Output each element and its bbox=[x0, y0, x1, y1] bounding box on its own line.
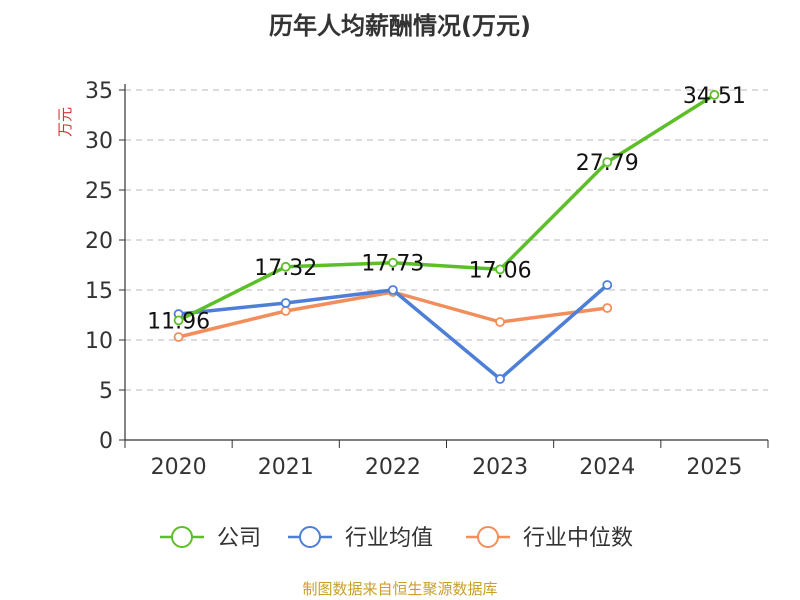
y-tick-label: 30 bbox=[85, 129, 113, 154]
data-label: 17.32 bbox=[254, 256, 317, 281]
x-tick-label: 2022 bbox=[365, 455, 421, 480]
legend-label: 公司 bbox=[217, 526, 261, 551]
legend-marker bbox=[299, 526, 321, 548]
y-tick-label: 25 bbox=[85, 179, 113, 204]
data-point bbox=[173, 332, 184, 342]
y-axis-label: 万元 bbox=[56, 107, 74, 137]
y-tick-label: 10 bbox=[85, 329, 113, 354]
x-tick-label: 2023 bbox=[472, 455, 528, 480]
data-point bbox=[602, 157, 613, 168]
y-tick-label: 20 bbox=[85, 229, 113, 254]
source-note: 制图数据来自恒生聚源数据库 bbox=[302, 580, 498, 598]
data-point bbox=[602, 303, 613, 313]
legend-marker bbox=[477, 526, 499, 548]
x-tick-label: 2025 bbox=[686, 455, 742, 480]
data-label: 17.73 bbox=[361, 252, 424, 277]
series-line bbox=[178, 290, 608, 339]
data-label: 27.79 bbox=[576, 151, 639, 176]
series-line bbox=[177, 93, 716, 322]
data-point bbox=[388, 285, 398, 295]
y-tick-label: 15 bbox=[85, 279, 113, 304]
data-point bbox=[280, 261, 291, 272]
y-tick-label: 35 bbox=[85, 79, 113, 104]
data-label: 34.51 bbox=[683, 84, 746, 109]
series-line bbox=[178, 283, 609, 381]
data-point bbox=[495, 264, 505, 275]
data-point bbox=[495, 374, 505, 384]
data-point bbox=[495, 317, 505, 327]
y-tick-label: 0 bbox=[99, 429, 113, 454]
data-label: 17.06 bbox=[469, 258, 532, 283]
legend-label: 行业中位数 bbox=[523, 526, 633, 551]
data-point bbox=[280, 298, 291, 308]
legend-label: 行业均值 bbox=[345, 526, 433, 551]
legend-marker bbox=[171, 526, 193, 548]
data-point bbox=[173, 315, 184, 326]
data-point bbox=[602, 280, 613, 290]
data-point bbox=[388, 257, 398, 268]
y-tick-label: 5 bbox=[99, 379, 113, 404]
data-point bbox=[709, 90, 720, 100]
data-point bbox=[280, 306, 291, 316]
x-tick-label: 2021 bbox=[258, 455, 314, 480]
x-tick-label: 2024 bbox=[579, 455, 635, 480]
x-tick-label: 2020 bbox=[151, 455, 207, 480]
chart-title: 历年人均薪酬情况(万元) bbox=[269, 12, 531, 40]
data-label: 11.96 bbox=[147, 309, 210, 334]
